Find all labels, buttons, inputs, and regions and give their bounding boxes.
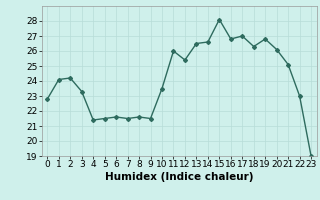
X-axis label: Humidex (Indice chaleur): Humidex (Indice chaleur) <box>105 172 253 182</box>
